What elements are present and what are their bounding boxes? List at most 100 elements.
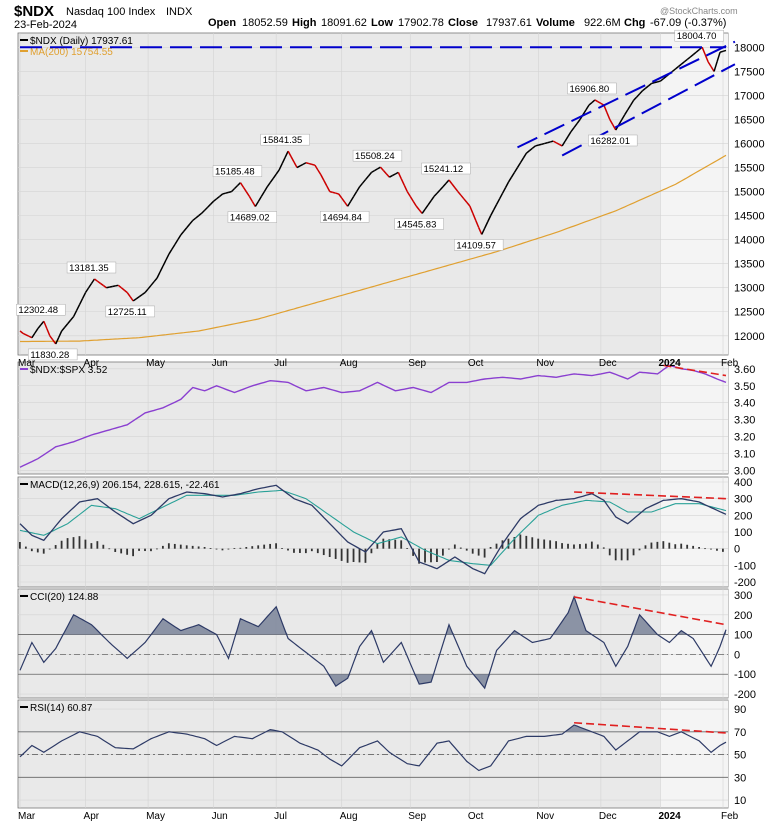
price-segment (367, 171, 373, 177)
rsi-tick-label: 90 (734, 704, 746, 716)
macd-histogram-bar (144, 548, 146, 552)
price-segment (552, 140, 557, 144)
price-segment (567, 131, 572, 137)
price-segment (490, 209, 495, 216)
price-segment (639, 90, 644, 95)
macd-histogram-bar (722, 548, 724, 552)
macd-histogram-bar (114, 548, 117, 552)
macd-histogram-bar (608, 548, 611, 556)
macd-histogram-bar (42, 548, 45, 554)
price-segment (692, 51, 697, 56)
rsi-background (17, 699, 729, 809)
ratio-panel: 3.00 3.10 3.20 3.30 3.40 3.50 3.60 $NDX:$SPX 3.… (17, 361, 755, 478)
price-segment (189, 219, 194, 225)
macd-histogram-bar (406, 548, 409, 549)
price-segment (308, 162, 313, 166)
price-segment (385, 173, 390, 178)
price-segment (361, 179, 367, 184)
price-segment (716, 52, 721, 63)
macd-histogram-bar (650, 542, 653, 549)
price-segment (216, 195, 221, 200)
price-segment (225, 191, 229, 194)
price-segment (168, 248, 173, 255)
macd-histogram-bar (596, 544, 599, 549)
price-segment (618, 119, 623, 126)
x-axis: Mar Apr May Jun Jul Aug Sep Oct Nov Dec 2024 Feb Mar… (18, 358, 739, 822)
rsi-line (19, 724, 727, 772)
channel-line (517, 40, 736, 149)
macd-histogram-bar (704, 548, 706, 550)
month-label: Sep (408, 811, 426, 822)
price-segment (347, 201, 352, 207)
cci-tick-label: 200 (734, 610, 752, 622)
month-label: Oct (468, 358, 484, 369)
price-legend-entry: $NDX (Daily) 17937.61 (30, 36, 133, 47)
price-segment (129, 296, 134, 302)
price-annotation-box (394, 218, 444, 230)
ratio-tick-label: 3.10 (734, 449, 755, 461)
price-annotation-box (105, 305, 155, 318)
macd-histogram-bar (567, 543, 569, 549)
price-segment (427, 200, 432, 206)
price-segment (344, 201, 349, 207)
macd-histogram-bar (602, 547, 605, 549)
macd-histogram-bar (573, 544, 575, 549)
price-segment (132, 298, 137, 302)
macd-histogram-bar (584, 543, 587, 549)
price-segment (451, 183, 456, 189)
price-segment (109, 285, 113, 288)
price-segment (454, 187, 459, 193)
macd-histogram-bar (287, 548, 289, 551)
price-tick-label: 14500 (734, 211, 765, 223)
ratio-shade-2024 (660, 362, 728, 474)
volume-value: 922.6M (584, 17, 621, 29)
price-segment (439, 186, 444, 191)
macd-histogram-bar (263, 544, 266, 549)
cci-legend: CCI(20) 124.88 (20, 592, 99, 603)
macd-tick-label: 300 (734, 494, 752, 506)
month-label: Feb (721, 811, 739, 822)
macd-histogram-bar (36, 548, 39, 553)
price-segment (290, 156, 295, 163)
price-segment (55, 337, 60, 345)
rsi-tick-label: 10 (734, 795, 746, 807)
price-segment (531, 145, 536, 149)
price-segment (61, 326, 66, 332)
month-label: Apr (84, 358, 100, 369)
cci-shade-2024 (660, 589, 728, 698)
price-segment (138, 294, 143, 298)
price-segment (254, 201, 259, 207)
price-segment (141, 291, 146, 296)
month-label: Nov (536, 358, 554, 369)
price-segment (636, 93, 641, 98)
macd-histogram-bar (156, 548, 158, 550)
macd-tick-label: 400 (734, 477, 752, 489)
price-segment (633, 96, 638, 101)
price-segment (222, 192, 226, 195)
price-annotation-box (16, 303, 66, 316)
month-label: May (146, 358, 165, 369)
price-segment (317, 169, 322, 176)
macd-histogram-bar (614, 548, 617, 561)
price-segment (528, 147, 533, 152)
price-segment (272, 173, 277, 179)
price-segment (570, 127, 575, 132)
macd-tick-label: -200 (734, 577, 756, 589)
ratio-legend: $NDX:$SPX 3.52 (20, 365, 108, 376)
chg-label: Chg (624, 17, 645, 29)
price-segment (513, 167, 519, 173)
price-segment (22, 332, 27, 336)
ratio-tick-label: 3.20 (734, 432, 755, 444)
month-label: Aug (340, 811, 358, 822)
price-segment (519, 157, 525, 164)
price-segment (94, 278, 98, 282)
price-segment (269, 177, 274, 184)
price-segment (674, 66, 679, 70)
price-segment (106, 286, 110, 289)
price-annotation-box (28, 348, 78, 361)
price-segment (469, 205, 474, 214)
price-segment (257, 196, 262, 202)
macd-histogram-bar (626, 548, 629, 561)
price-segment (150, 281, 155, 286)
